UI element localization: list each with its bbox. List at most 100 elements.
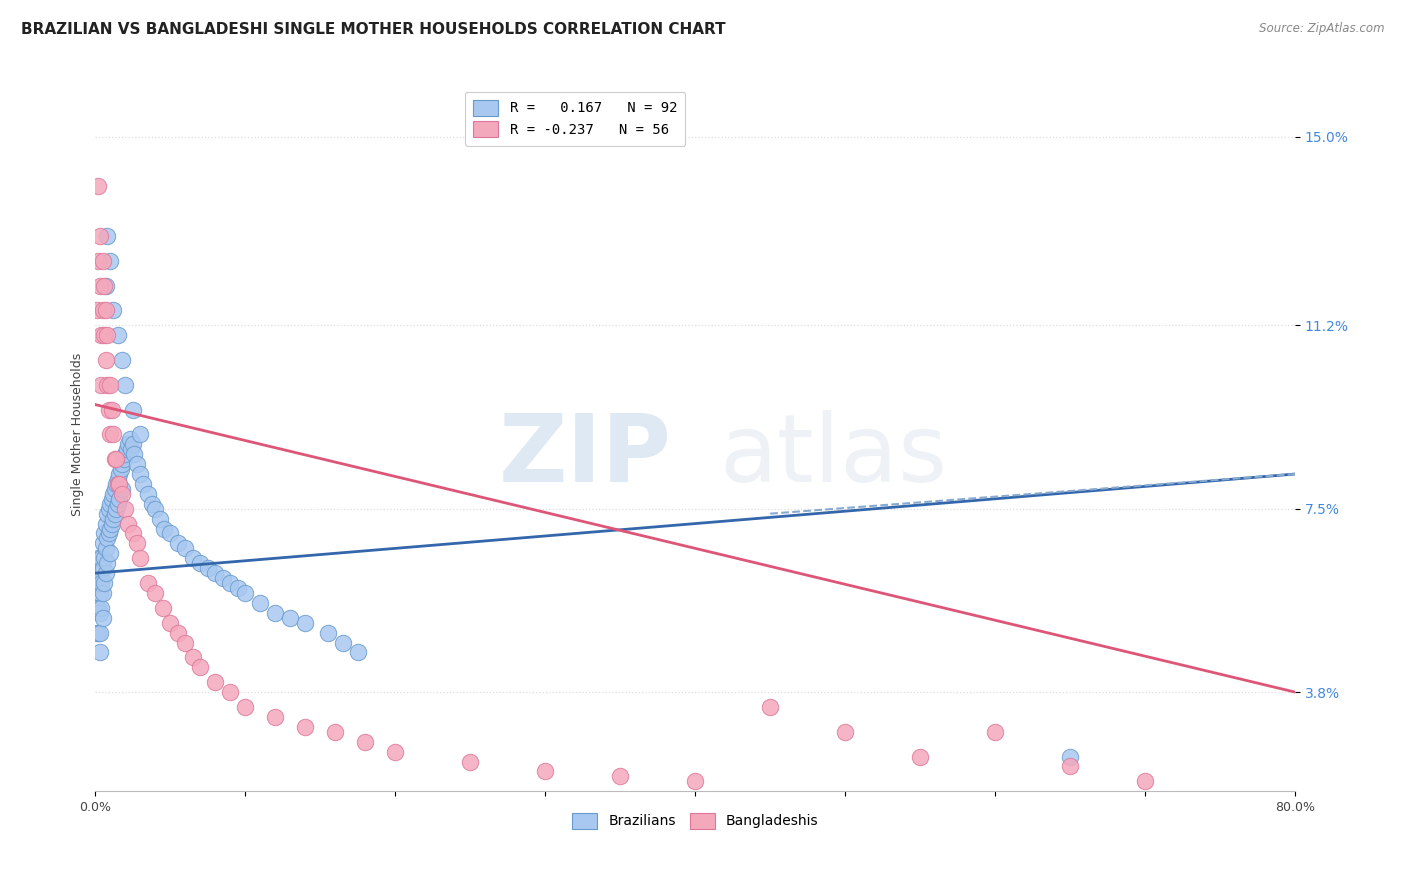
Point <box>683 774 706 789</box>
Point <box>226 581 249 595</box>
Point <box>121 402 143 417</box>
Point <box>96 229 118 244</box>
Point <box>181 551 204 566</box>
Point <box>97 501 120 516</box>
Point <box>94 353 117 368</box>
Point <box>101 402 124 417</box>
Point <box>101 516 124 531</box>
Point <box>346 645 368 659</box>
Point <box>294 720 316 734</box>
Point <box>110 462 132 476</box>
Point <box>219 576 242 591</box>
Point <box>197 561 219 575</box>
Point <box>278 611 301 625</box>
Point <box>111 487 134 501</box>
Point <box>609 769 631 783</box>
Point <box>114 447 136 461</box>
Point <box>91 561 114 575</box>
Point <box>174 541 197 556</box>
Point <box>294 615 316 630</box>
Point <box>105 477 128 491</box>
Point <box>103 487 125 501</box>
Point <box>354 734 377 748</box>
Point <box>159 526 181 541</box>
Point <box>141 497 163 511</box>
Point <box>96 507 118 521</box>
Point <box>89 566 111 581</box>
Point <box>166 625 188 640</box>
Point <box>174 635 197 649</box>
Point <box>204 566 226 581</box>
Point <box>91 536 114 550</box>
Point <box>93 278 115 293</box>
Point <box>1133 774 1156 789</box>
Point <box>98 497 121 511</box>
Point <box>90 600 112 615</box>
Point <box>121 437 143 451</box>
Point <box>1059 759 1081 773</box>
Point <box>104 507 127 521</box>
Point <box>233 700 256 714</box>
Point <box>90 576 112 591</box>
Point <box>91 303 114 318</box>
Point <box>87 600 110 615</box>
Point <box>96 556 118 570</box>
Point <box>87 551 110 566</box>
Point <box>91 253 114 268</box>
Point <box>96 532 118 546</box>
Point <box>129 427 152 442</box>
Point <box>93 576 115 591</box>
Point <box>159 615 181 630</box>
Point <box>97 526 120 541</box>
Point <box>908 749 931 764</box>
Point <box>89 586 111 600</box>
Point <box>89 278 111 293</box>
Point <box>107 477 129 491</box>
Point <box>384 745 406 759</box>
Point <box>115 442 138 457</box>
Point <box>127 457 149 471</box>
Point <box>143 586 166 600</box>
Point <box>132 477 155 491</box>
Legend: Brazilians, Bangladeshis: Brazilians, Bangladeshis <box>567 807 824 834</box>
Point <box>114 501 136 516</box>
Point <box>105 501 128 516</box>
Point <box>91 586 114 600</box>
Point <box>129 467 152 481</box>
Point <box>90 377 112 392</box>
Point <box>105 452 128 467</box>
Point <box>101 491 124 506</box>
Point <box>136 487 159 501</box>
Point <box>96 377 118 392</box>
Text: ZIP: ZIP <box>498 409 671 502</box>
Point <box>264 606 287 620</box>
Point <box>90 551 112 566</box>
Point <box>166 536 188 550</box>
Point <box>89 645 111 659</box>
Point <box>86 625 108 640</box>
Point <box>94 566 117 581</box>
Point <box>93 328 115 343</box>
Point <box>188 660 211 674</box>
Point <box>89 229 111 244</box>
Point <box>104 452 127 467</box>
Point <box>86 600 108 615</box>
Point <box>323 724 346 739</box>
Point <box>121 526 143 541</box>
Point <box>89 625 111 640</box>
Point <box>91 611 114 625</box>
Point <box>118 432 141 446</box>
Point <box>98 546 121 560</box>
Point <box>204 675 226 690</box>
Point <box>104 482 127 496</box>
Point <box>332 635 354 649</box>
Point <box>127 536 149 550</box>
Point <box>111 457 134 471</box>
Point <box>103 511 125 525</box>
Point <box>108 477 131 491</box>
Point <box>112 452 135 467</box>
Point <box>143 501 166 516</box>
Text: Source: ZipAtlas.com: Source: ZipAtlas.com <box>1260 22 1385 36</box>
Point <box>136 576 159 591</box>
Point <box>94 516 117 531</box>
